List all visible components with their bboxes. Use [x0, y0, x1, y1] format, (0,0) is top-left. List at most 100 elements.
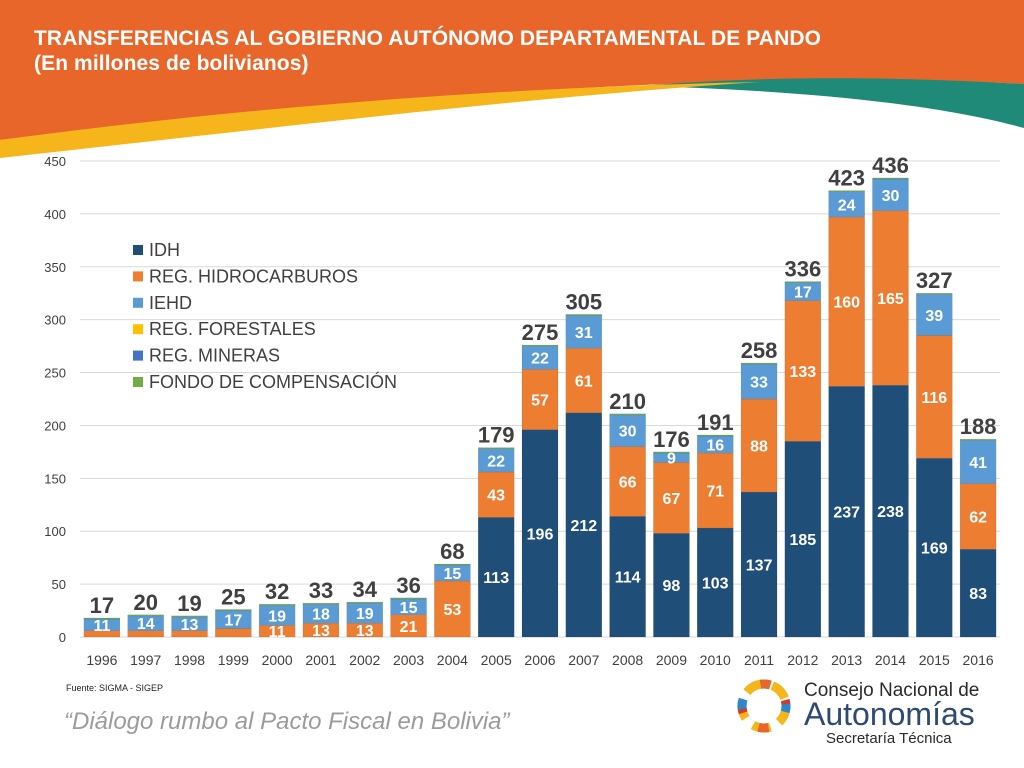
x-tick-label: 2007: [568, 652, 599, 668]
data-label: 114: [615, 570, 641, 587]
x-tick-label: 2008: [612, 652, 643, 668]
header-teal-swoosh: [640, 78, 1024, 128]
bar-segment: [390, 614, 427, 638]
bar-segment: [477, 517, 515, 638]
data-label: 13: [181, 617, 199, 634]
total-label: 20: [133, 590, 157, 615]
data-label: 33: [750, 375, 768, 392]
legend-swatch: [133, 297, 143, 308]
bar-segment: [302, 622, 340, 638]
bar-segment: [653, 533, 690, 638]
page-title: TRANSFERENCIAS AL GOBIERNO AUTÓNOMO DEPA…: [34, 26, 821, 76]
bar-segment: [784, 441, 822, 638]
x-tick-label: 2012: [787, 652, 818, 668]
data-label: 17: [794, 285, 812, 302]
legend-label: REG. FORESTALES: [149, 319, 316, 339]
y-tick-label: 50: [52, 577, 66, 592]
data-label: 62: [969, 509, 987, 526]
logo-emblem: [737, 679, 791, 733]
bar-segment: [258, 603, 296, 606]
bar-segment: [521, 344, 559, 347]
data-label: 103: [702, 576, 729, 593]
total-label: 258: [741, 338, 778, 363]
data-label: 24: [838, 197, 856, 214]
data-label: 14: [137, 616, 155, 633]
x-axis-ticks: 1996 1997 1998 1999 2000 2001 2002 2003 2004 2005…: [86, 652, 994, 668]
bar-segment: [434, 563, 471, 566]
total-label: 25: [221, 584, 245, 609]
bar-segment: [127, 614, 164, 617]
legend-swatch: [133, 271, 143, 282]
data-label: 185: [790, 532, 817, 549]
legend-label: REG. HIDROCARBUROS: [149, 266, 358, 286]
data-label: 133: [790, 364, 817, 381]
data-label: 18: [312, 607, 330, 624]
x-tick-label: 2013: [831, 652, 862, 668]
x-tick-label: 1996: [86, 652, 117, 668]
x-tick-label: 2011: [744, 652, 774, 668]
legend-label: IEHD: [149, 293, 192, 313]
total-label: 305: [565, 289, 602, 314]
total-label: 210: [609, 389, 646, 414]
logo-text-line-3: Secretaría Técnica: [826, 730, 952, 747]
y-tick-label: 100: [44, 524, 66, 539]
bar-segment: [215, 628, 252, 638]
data-label: 21: [400, 619, 418, 636]
bar-segment: [477, 471, 515, 518]
y-tick-label: 200: [44, 418, 66, 433]
bar-segment: [959, 440, 997, 484]
total-label: 34: [353, 577, 378, 602]
bars: [83, 177, 997, 638]
data-labels: 1117142013191725111932131833131934211536…: [90, 153, 997, 641]
data-label: 196: [527, 526, 554, 543]
x-tick-label: 2001: [305, 652, 336, 668]
header-banner: [0, 0, 1024, 158]
header-orange-band: [0, 0, 1024, 140]
data-label: 30: [882, 188, 900, 205]
bar-segment: [959, 548, 997, 638]
title-line-1: TRANSFERENCIAS AL GOBIERNO AUTÓNOMO DEPA…: [34, 27, 822, 50]
data-label: 11: [93, 618, 110, 635]
x-tick-label: 2014: [875, 652, 906, 668]
bar-segment: [784, 281, 822, 283]
data-label: 9: [667, 451, 676, 468]
bar-segment: [828, 191, 865, 218]
bar-segment: [872, 177, 909, 180]
bar-segment: [565, 412, 603, 638]
data-label: 16: [706, 437, 724, 454]
x-tick-label: 1998: [174, 652, 205, 668]
bar-segment: [653, 462, 690, 534]
legend-label: IDH: [149, 240, 180, 260]
bar-segment: [872, 178, 909, 211]
x-tick-label: 2010: [700, 652, 731, 668]
legend-label: REG. MINERAS: [149, 346, 280, 366]
bar-segment: [565, 315, 603, 349]
bar-segment: [565, 314, 603, 316]
bar-segment: [872, 384, 909, 638]
bar-segment: [740, 491, 778, 638]
x-tick-label: 2002: [349, 652, 380, 668]
total-label: 327: [916, 268, 953, 293]
bar-segment: [565, 347, 603, 414]
x-tick-label: 2006: [524, 652, 555, 668]
data-label: 113: [483, 570, 509, 587]
legend-label: FONDO DE COMPENSACIÓN: [149, 371, 397, 392]
legend-swatch: [133, 245, 143, 255]
bar-segment: [302, 602, 340, 605]
x-tick-label: 2000: [262, 652, 293, 668]
data-label: 57: [531, 393, 549, 410]
data-label: 116: [921, 390, 947, 407]
bar-segment: [959, 483, 997, 550]
bar-segment: [828, 386, 865, 638]
data-label: 22: [487, 453, 505, 470]
bar-segment: [696, 452, 734, 529]
total-label: 188: [960, 414, 997, 439]
legend: IDH REG. HIDROCARBUROS IEHD REG. FORESTALES…: [133, 240, 397, 392]
x-tick-label: 1999: [218, 652, 249, 668]
bar-segment: [521, 369, 559, 430]
y-tick-label: 400: [44, 207, 66, 222]
total-label: 33: [309, 578, 333, 603]
total-label: 275: [522, 320, 559, 345]
data-label: 238: [877, 504, 904, 521]
